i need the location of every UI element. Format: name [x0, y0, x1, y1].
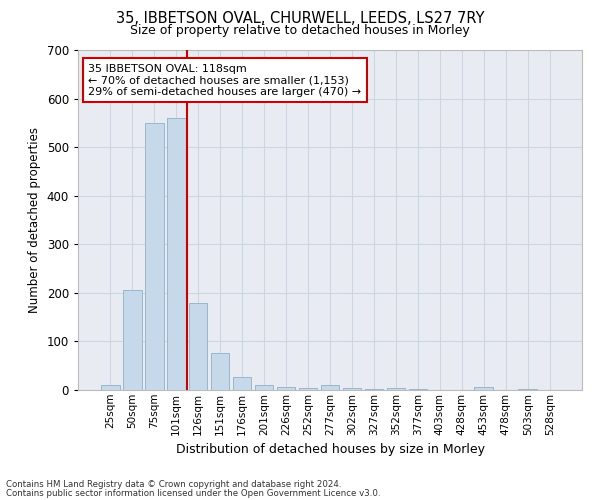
Bar — [145, 123, 164, 390]
Y-axis label: Number of detached properties: Number of detached properties — [28, 127, 41, 313]
X-axis label: Distribution of detached houses by size in Morley: Distribution of detached houses by size … — [176, 443, 485, 456]
Text: Size of property relative to detached houses in Morley: Size of property relative to detached ho… — [130, 24, 470, 37]
Bar — [189, 302, 208, 390]
Bar — [101, 385, 119, 390]
Text: Contains HM Land Registry data © Crown copyright and database right 2024.: Contains HM Land Registry data © Crown c… — [6, 480, 341, 489]
Text: 35, IBBETSON OVAL, CHURWELL, LEEDS, LS27 7RY: 35, IBBETSON OVAL, CHURWELL, LEEDS, LS27… — [116, 11, 484, 26]
Bar — [123, 290, 142, 390]
Bar — [320, 385, 340, 390]
Bar — [365, 388, 383, 390]
Bar — [233, 377, 251, 390]
Text: Contains public sector information licensed under the Open Government Licence v3: Contains public sector information licen… — [6, 489, 380, 498]
Bar — [299, 388, 317, 390]
Text: 35 IBBETSON OVAL: 118sqm
← 70% of detached houses are smaller (1,153)
29% of sem: 35 IBBETSON OVAL: 118sqm ← 70% of detach… — [88, 64, 361, 97]
Bar — [255, 385, 274, 390]
Bar — [386, 388, 405, 390]
Bar — [518, 389, 537, 390]
Bar — [409, 389, 427, 390]
Bar — [343, 388, 361, 390]
Bar — [167, 118, 185, 390]
Bar — [475, 387, 493, 390]
Bar — [277, 386, 295, 390]
Bar — [211, 352, 229, 390]
